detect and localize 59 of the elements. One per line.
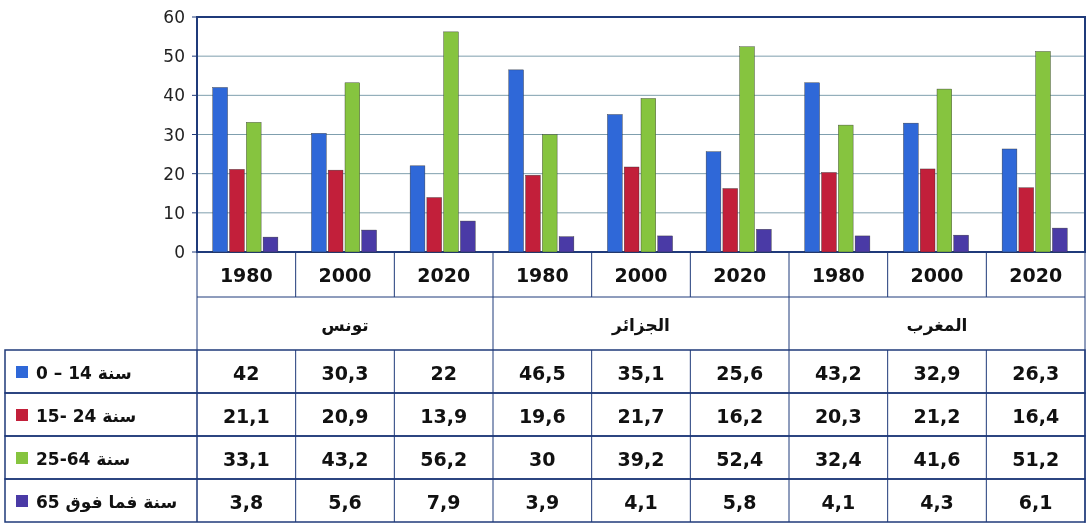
x-tick-label: 1980: [515, 264, 569, 286]
data-label: 5,8: [722, 491, 757, 513]
data-label: 26,3: [1012, 362, 1060, 384]
y-tick-label: 60: [163, 7, 185, 27]
data-label: 21,1: [222, 405, 270, 427]
data-label: 20,9: [321, 405, 369, 427]
data-label: 30,3: [321, 362, 369, 384]
legend-label: 25-64 سنة: [36, 449, 131, 469]
x-tick-label: 1980: [219, 264, 273, 286]
data-label: 43,2: [321, 448, 369, 470]
y-tick-label: 10: [163, 202, 185, 223]
data-label: 52,4: [716, 448, 764, 470]
data-label: 33,1: [222, 448, 270, 470]
y-tick-label: 50: [163, 46, 185, 67]
data-label: 25,6: [716, 362, 764, 384]
data-label: 30: [529, 448, 556, 470]
legend-label: 0 – 14 سنة: [36, 363, 132, 383]
data-label: 4,3: [920, 491, 954, 513]
data-label: 21,7: [617, 405, 665, 427]
y-tick-label: 0: [174, 242, 185, 262]
text: الجزائر: [611, 315, 670, 336]
data-label: 46,5: [518, 362, 566, 384]
data-label: 41,6: [913, 448, 961, 470]
data-label: 32,9: [913, 362, 961, 384]
y-tick-label: 40: [163, 85, 185, 106]
data-label: 20,3: [814, 405, 862, 427]
text: تونس: [321, 315, 369, 336]
legend-label: 15- 24 سنة: [36, 406, 137, 426]
data-label: 16,4: [1012, 405, 1060, 427]
data-label: 13,9: [420, 405, 468, 427]
data-label: 5,6: [328, 491, 362, 513]
x-tick-label: 2000: [910, 264, 964, 286]
data-label: 32,4: [814, 448, 862, 470]
legend-label: 65 سنة فما فوق: [36, 492, 178, 513]
data-label: 21,2: [913, 405, 961, 427]
data-label: 43,2: [814, 362, 862, 384]
x-tick-label: 2020: [713, 264, 767, 286]
data-label: 7,9: [426, 491, 461, 513]
data-label: 51,2: [1012, 448, 1060, 470]
data-label: 6,1: [1018, 491, 1053, 513]
x-tick-label: 2020: [417, 264, 471, 286]
data-label: 39,2: [617, 448, 665, 470]
data-label: 35,1: [617, 362, 665, 384]
data-label: 56,2: [420, 448, 468, 470]
x-tick-label: 1980: [811, 264, 865, 286]
x-tick-label: 2020: [1009, 264, 1063, 286]
data-label: 4,1: [821, 491, 856, 513]
data-label: 22: [430, 362, 457, 384]
data-label: 4,1: [624, 491, 658, 513]
text: المغرب: [906, 315, 968, 336]
data-label: 42: [233, 362, 260, 384]
data-label: 19,6: [518, 405, 566, 427]
data-label: 16,2: [716, 405, 764, 427]
y-tick-label: 20: [163, 163, 185, 184]
x-tick-label: 2000: [318, 264, 372, 286]
x-tick-label: 2000: [614, 264, 668, 286]
data-label: 3,8: [229, 491, 264, 513]
data-label: 3,9: [525, 491, 560, 513]
y-tick-label: 30: [163, 124, 185, 145]
